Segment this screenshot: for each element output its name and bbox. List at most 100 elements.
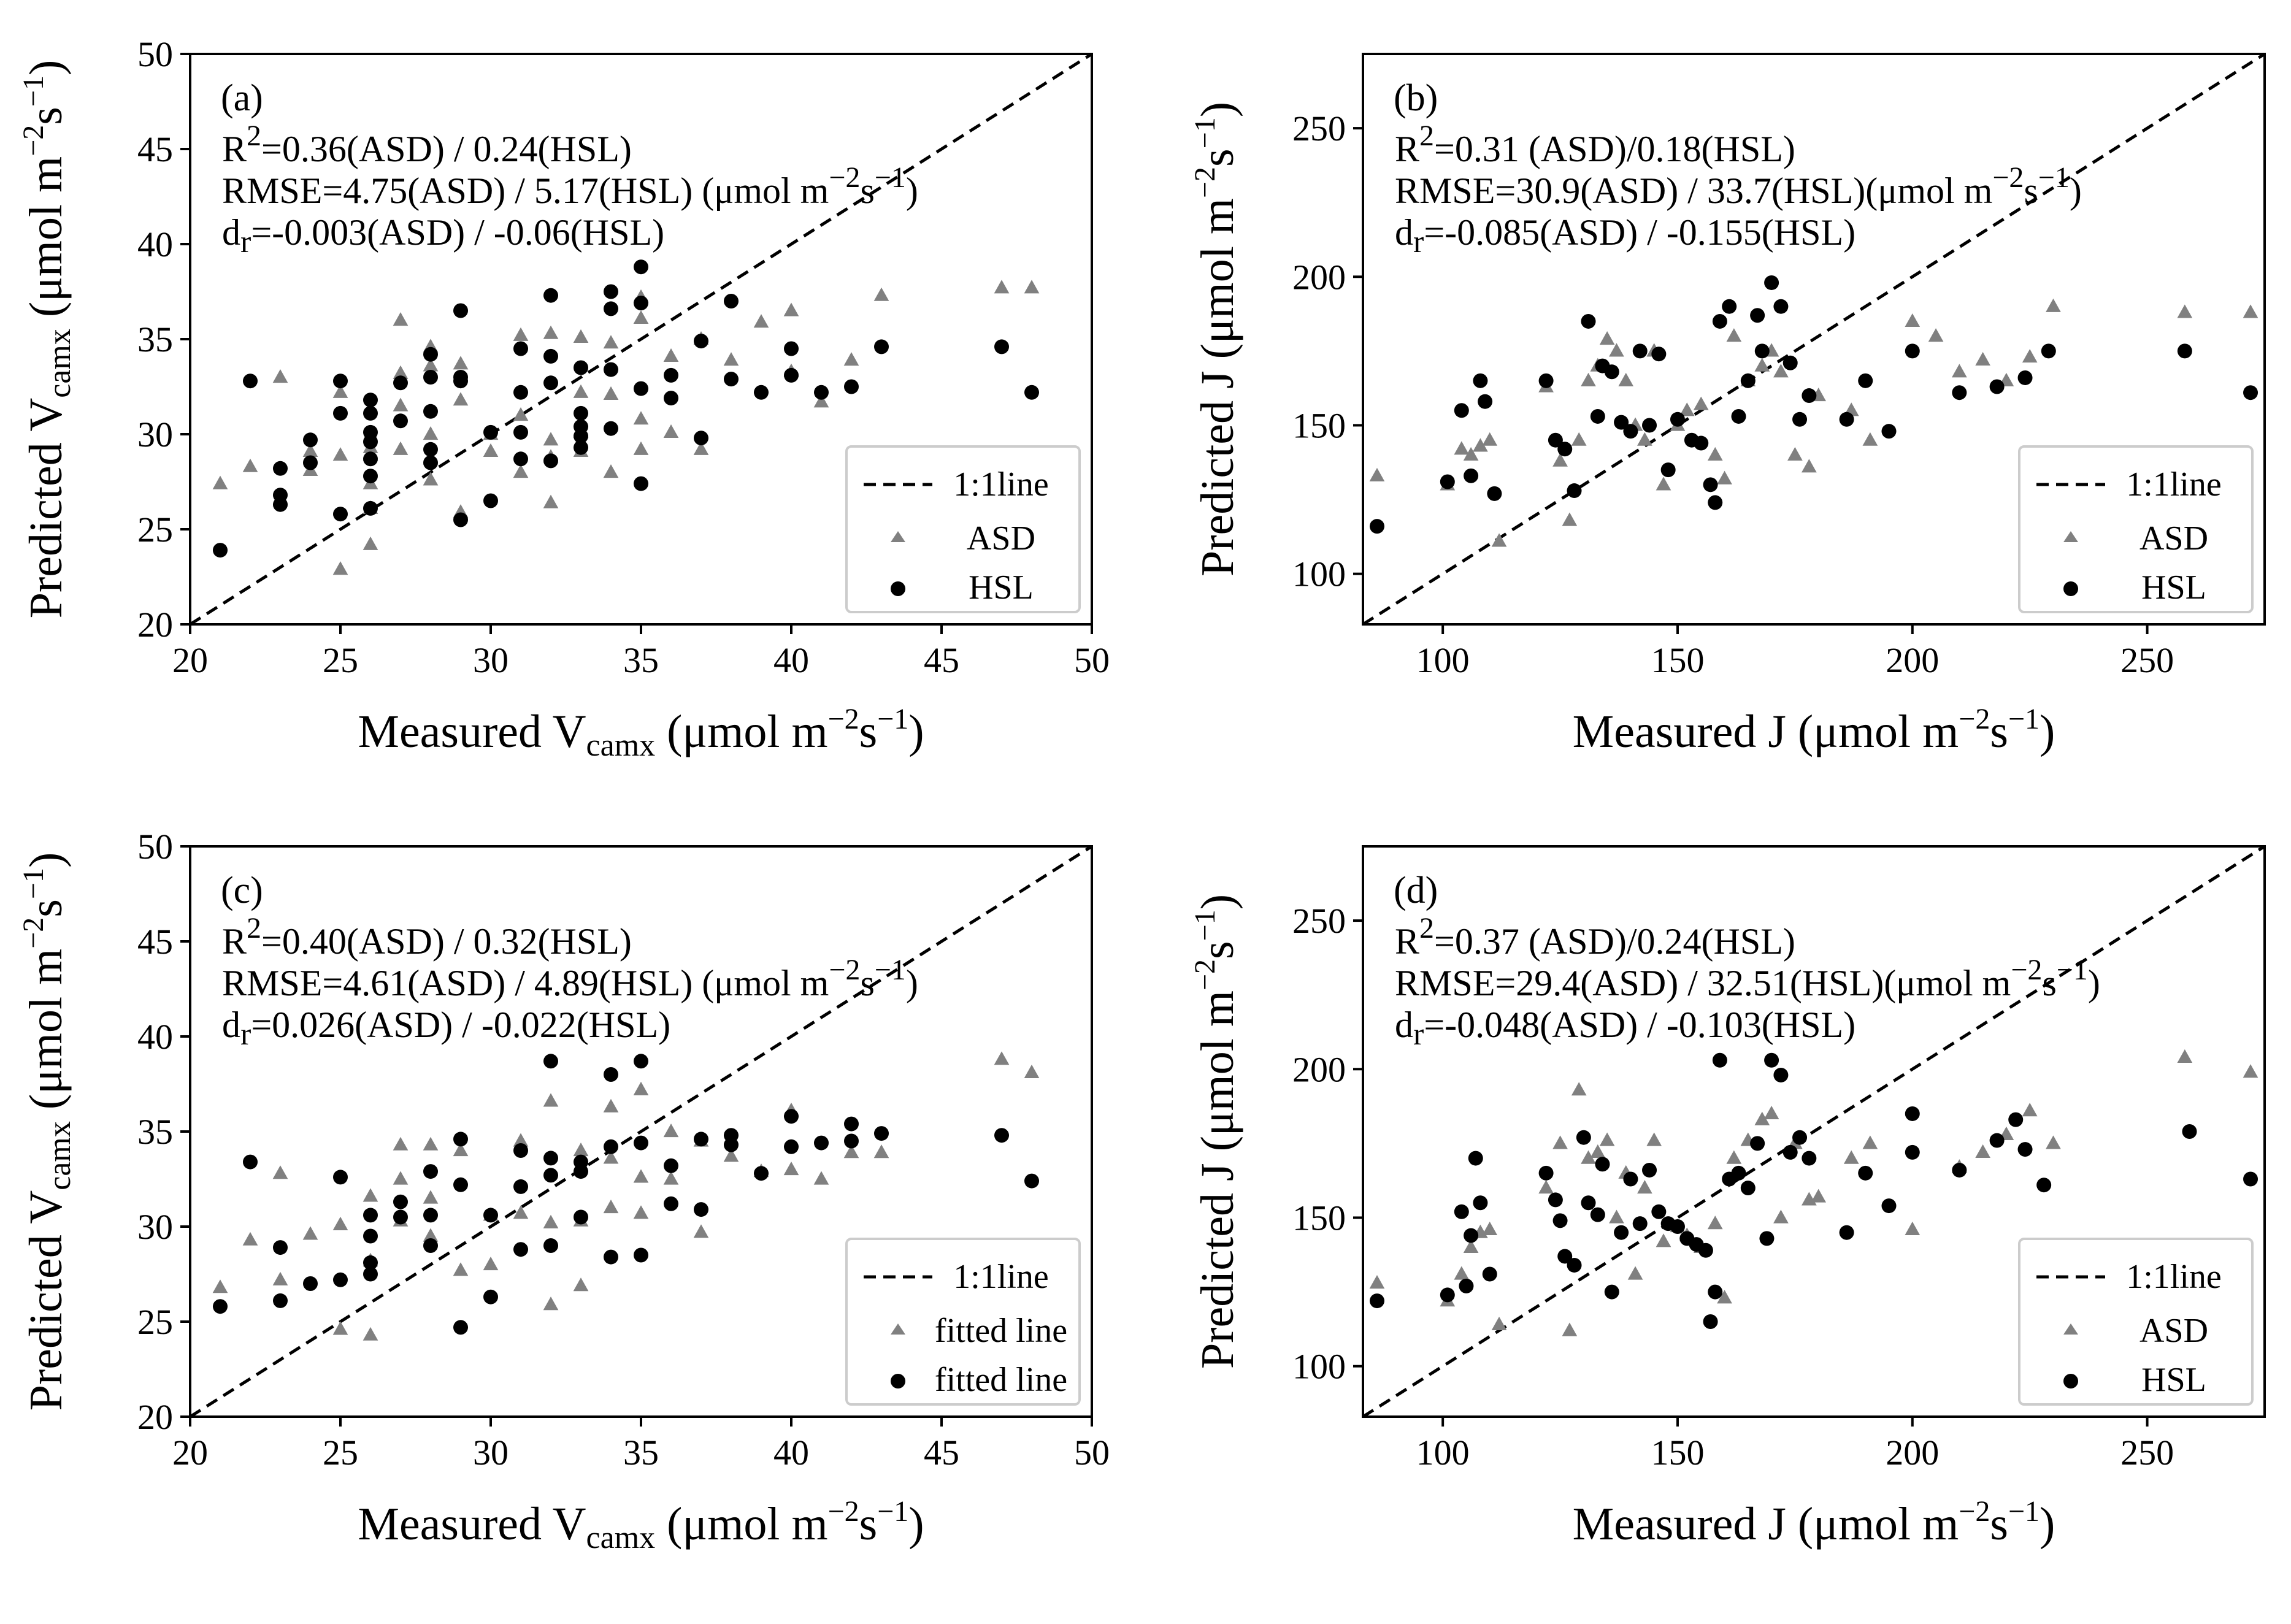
hsl-point: [754, 385, 769, 400]
hsl-point: [634, 476, 648, 491]
stat-line-1: R2=0.31 (ASD)/0.18(HSL): [1395, 120, 1795, 169]
hsl-point: [363, 1228, 378, 1244]
asd-point: [753, 314, 769, 328]
hsl-point: [1989, 1133, 2005, 1148]
legend-asd-swatch: [891, 531, 905, 542]
hsl-point: [574, 1164, 588, 1179]
asd-point: [1928, 328, 1944, 342]
x-tick-label: 40: [773, 640, 809, 680]
hsl-point: [273, 1293, 288, 1308]
asd-point: [1637, 1180, 1652, 1194]
x-tick-label: 20: [172, 640, 208, 680]
x-tick-label: 30: [473, 640, 508, 680]
hsl-point: [1024, 1173, 1039, 1189]
legend-label-2: ASD: [2139, 1312, 2208, 1350]
x-tick-label: 150: [1651, 1433, 1704, 1473]
hsl-point: [694, 1132, 708, 1147]
asd-point: [2022, 1103, 2038, 1117]
hsl-point: [814, 385, 829, 400]
hsl-point: [1567, 1257, 1582, 1273]
asd-point: [633, 1205, 649, 1219]
hsl-point: [1604, 364, 1619, 380]
asd-point: [2046, 1135, 2061, 1149]
legend-label-3: HSL: [2141, 1361, 2206, 1399]
hsl-point: [1642, 418, 1657, 433]
hsl-point: [423, 1164, 438, 1179]
hsl-point: [1642, 1162, 1657, 1178]
hsl-point: [1473, 1195, 1488, 1211]
y-tick-label: 100: [1292, 1347, 1346, 1387]
hsl-point: [574, 405, 588, 421]
hsl-point: [1712, 313, 1727, 329]
asd-point: [723, 352, 739, 366]
hsl-point: [423, 1208, 438, 1223]
asd-point: [543, 1297, 559, 1311]
axes-frame: [1362, 53, 2266, 626]
x-tick-label: 100: [1416, 640, 1470, 680]
hsl-point: [1632, 343, 1648, 359]
hsl-point: [1740, 373, 1756, 388]
stat-line-2: RMSE=30.9(ASD) / 33.7(HSL)(μmol m−2s−1): [1395, 161, 2082, 211]
asd-point: [1571, 1082, 1587, 1096]
asd-point: [513, 407, 529, 421]
asd-point: [1787, 446, 1803, 461]
asd-point: [1811, 1189, 1827, 1203]
asd-point: [603, 386, 619, 400]
y-tick-label: 35: [137, 320, 173, 359]
asd-point: [543, 1093, 559, 1107]
hsl-point: [1538, 373, 1554, 388]
hsl-point: [874, 339, 889, 354]
hsl-point: [1783, 1144, 1798, 1160]
hsl-point: [634, 1135, 648, 1151]
y-tick-label: 250: [1292, 109, 1346, 148]
hsl-point: [1581, 313, 1596, 329]
hsl-point: [1703, 1314, 1718, 1329]
hsl-point: [1464, 1228, 1479, 1243]
legend-label-1: 1:1line: [2126, 1258, 2222, 1296]
stat-line-1: R2=0.36(ASD) / 0.24(HSL): [222, 120, 632, 169]
hsl-point: [844, 1116, 859, 1132]
hsl-point: [1754, 343, 1770, 359]
hsl-point: [1703, 477, 1718, 492]
stat-line-1: R2=0.37 (ASD)/0.24(HSL): [1395, 912, 1795, 962]
y-tick-label: 20: [137, 605, 173, 645]
asd-point: [603, 464, 619, 478]
y-tick-label: 25: [137, 1302, 173, 1342]
hsl-point: [784, 367, 799, 383]
asd-point: [1693, 396, 1709, 410]
hsl-point: [1881, 1198, 1897, 1214]
hsl-point: [1552, 1213, 1568, 1228]
asd-point: [663, 1171, 679, 1185]
hsl-point: [1548, 1192, 1563, 1208]
legend-box: [845, 445, 1081, 613]
one-to-one-line: [189, 52, 1093, 626]
hsl-point: [1454, 1204, 1469, 1219]
asd-point: [603, 335, 619, 349]
legend-box: [2018, 445, 2254, 613]
asd-point: [1024, 1064, 1040, 1078]
hsl-point: [634, 296, 648, 311]
hsl-point: [1581, 1195, 1596, 1211]
x-axis-label: Measured J (μmol m−2s−1): [1573, 703, 2055, 757]
hsl-point: [1614, 415, 1629, 430]
legend-label-3: fitted line: [935, 1361, 1067, 1399]
hsl-point: [483, 493, 498, 508]
asd-point: [813, 394, 829, 408]
hsl-point: [273, 1240, 288, 1255]
hsl-point: [1839, 412, 1854, 427]
asd-point: [1599, 1132, 1615, 1146]
hsl-point: [664, 367, 678, 383]
x-tick-label: 40: [773, 1433, 809, 1473]
asd-point: [813, 1171, 829, 1185]
legend-label-2: ASD: [967, 519, 1035, 557]
hsl-point: [664, 391, 678, 406]
hsl-point: [2008, 1112, 2024, 1127]
chart-panel-3: 20 25 30 35 40 45 50 20 25 30 35 40 45 50 Measured Vca…: [17, 827, 1110, 1555]
hsl-point: [213, 1299, 228, 1314]
legend-label-1: 1:1line: [953, 1258, 1049, 1296]
asd-point: [1369, 467, 1385, 481]
hsl-point: [844, 379, 859, 394]
asd-point: [453, 1262, 469, 1276]
asd-point: [1627, 1266, 1643, 1280]
hsl-point: [483, 424, 498, 440]
